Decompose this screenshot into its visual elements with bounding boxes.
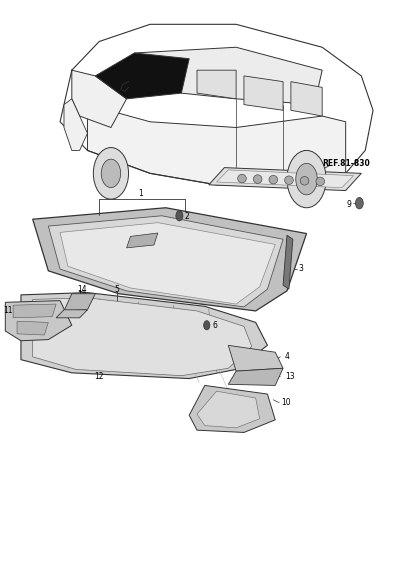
Ellipse shape bbox=[238, 174, 246, 183]
Polygon shape bbox=[87, 105, 346, 185]
Text: 6: 6 bbox=[213, 321, 217, 329]
Circle shape bbox=[176, 211, 183, 221]
Polygon shape bbox=[244, 76, 283, 110]
Polygon shape bbox=[209, 168, 361, 191]
Ellipse shape bbox=[284, 176, 293, 184]
Polygon shape bbox=[189, 385, 275, 433]
Polygon shape bbox=[33, 208, 307, 311]
Polygon shape bbox=[21, 293, 268, 378]
Text: 2: 2 bbox=[184, 213, 189, 221]
Text: 14: 14 bbox=[78, 285, 87, 294]
Polygon shape bbox=[197, 70, 236, 99]
Text: 11: 11 bbox=[3, 306, 13, 316]
Polygon shape bbox=[134, 47, 322, 105]
Polygon shape bbox=[60, 223, 275, 304]
Ellipse shape bbox=[253, 175, 262, 183]
Text: REF.81-830: REF.81-830 bbox=[322, 158, 370, 168]
Polygon shape bbox=[126, 233, 158, 248]
Text: 5: 5 bbox=[114, 285, 119, 294]
Polygon shape bbox=[228, 346, 283, 371]
Polygon shape bbox=[283, 235, 293, 289]
Polygon shape bbox=[17, 321, 48, 335]
Polygon shape bbox=[291, 82, 322, 116]
Polygon shape bbox=[33, 298, 252, 376]
Polygon shape bbox=[197, 391, 260, 428]
Polygon shape bbox=[72, 70, 126, 127]
Polygon shape bbox=[95, 53, 189, 99]
Circle shape bbox=[287, 150, 326, 208]
Ellipse shape bbox=[269, 175, 278, 184]
Polygon shape bbox=[64, 294, 95, 311]
Polygon shape bbox=[56, 310, 87, 318]
Polygon shape bbox=[217, 170, 353, 188]
Text: 13: 13 bbox=[285, 372, 295, 381]
Polygon shape bbox=[228, 368, 283, 385]
Circle shape bbox=[296, 164, 317, 195]
Ellipse shape bbox=[316, 177, 325, 185]
Polygon shape bbox=[48, 216, 283, 307]
Text: 3: 3 bbox=[299, 264, 304, 273]
Text: 15: 15 bbox=[78, 290, 87, 300]
Text: 10: 10 bbox=[281, 398, 291, 407]
Text: 9: 9 bbox=[347, 200, 351, 210]
Polygon shape bbox=[5, 301, 72, 341]
Polygon shape bbox=[13, 304, 56, 318]
Text: 1: 1 bbox=[138, 189, 143, 198]
Circle shape bbox=[101, 159, 121, 188]
Polygon shape bbox=[64, 99, 87, 150]
Text: 12: 12 bbox=[95, 372, 104, 381]
Ellipse shape bbox=[300, 176, 309, 185]
Circle shape bbox=[93, 147, 128, 199]
Circle shape bbox=[204, 321, 210, 330]
Text: 4: 4 bbox=[285, 353, 290, 361]
Circle shape bbox=[355, 198, 363, 209]
